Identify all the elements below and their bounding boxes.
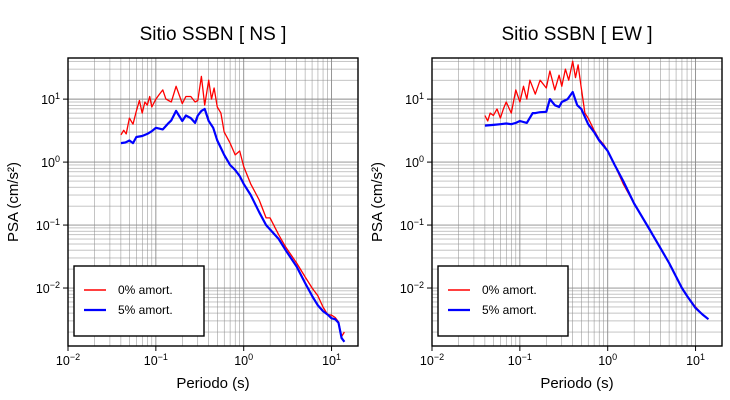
x-axis-label: Periodo (s) (176, 375, 249, 392)
x-axis-label: Periodo (s) (540, 375, 613, 392)
legend-label-1: 5% amort. (118, 303, 173, 317)
y-tick-label: 100 (405, 154, 424, 170)
legend-box (73, 265, 205, 337)
y-axis-label: PSA (cm/s²) (369, 162, 386, 242)
grid-lines (67, 58, 359, 346)
y-tick-label: 10−1 (36, 217, 60, 233)
legend: 0% amort. 5% amort. (437, 265, 569, 337)
chart-panel-ns: Sitio SSBN [ NS ] 10−2 10−1 100 101 10−2 10−1… (5, 24, 359, 392)
x-tick-label: 101 (686, 352, 705, 368)
series-line-1 (484, 90, 710, 321)
y-tick-label: 101 (41, 91, 60, 107)
plot-frame (67, 57, 359, 347)
legend-label-1: 5% amort. (482, 303, 537, 317)
x-tick-label: 100 (598, 352, 617, 368)
y-tick-label: 101 (405, 91, 424, 107)
tick-labels: 10−2 10−1 100 101 10−2 10−1 100 101 (36, 91, 341, 368)
legend-box (437, 265, 569, 337)
y-tick-label: 100 (41, 154, 60, 170)
y-tick-label: 10−2 (36, 280, 60, 296)
x-tick-label: 10−2 (56, 352, 80, 368)
legend-label-0: 0% amort. (118, 283, 173, 297)
series-layer (120, 75, 346, 343)
series-line-0 (120, 75, 345, 338)
x-tick-label: 10−1 (144, 352, 168, 368)
x-tick-label: 100 (234, 352, 253, 368)
y-tick-label: 10−2 (400, 280, 424, 296)
x-tick-label: 10−2 (420, 352, 444, 368)
chart-title: Sitio SSBN [ EW ] (502, 24, 653, 45)
legend-label-0: 0% amort. (482, 283, 537, 297)
series-layer (484, 60, 710, 321)
legend: 0% amort. 5% amort. (73, 265, 205, 337)
x-tick-label: 10−1 (508, 352, 532, 368)
x-tick-label: 101 (322, 352, 341, 368)
chart-title: Sitio SSBN [ NS ] (140, 24, 287, 45)
series-line-1 (120, 107, 346, 343)
y-tick-label: 10−1 (400, 217, 424, 233)
chart-panel-ew: Sitio SSBN [ EW ] 10−2 10−1 100 101 10−2 10−1… (369, 24, 723, 392)
tick-labels: 10−2 10−1 100 101 10−2 10−1 100 101 (400, 91, 705, 368)
y-axis-label: PSA (cm/s²) (5, 162, 22, 242)
plot-frame (431, 57, 723, 347)
